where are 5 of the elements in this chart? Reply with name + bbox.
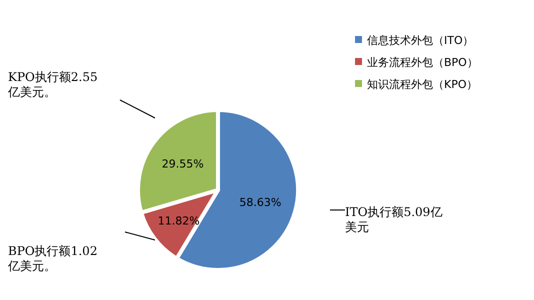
text: BPO执行额1.02亿美元。 xyxy=(8,244,98,274)
text: ITO执行额5.09亿美元 xyxy=(345,205,444,235)
data-label: 29.55% xyxy=(162,158,204,171)
text: KPO执行额2.55亿美元。 xyxy=(8,70,99,100)
data-label: 58.63% xyxy=(239,196,282,209)
